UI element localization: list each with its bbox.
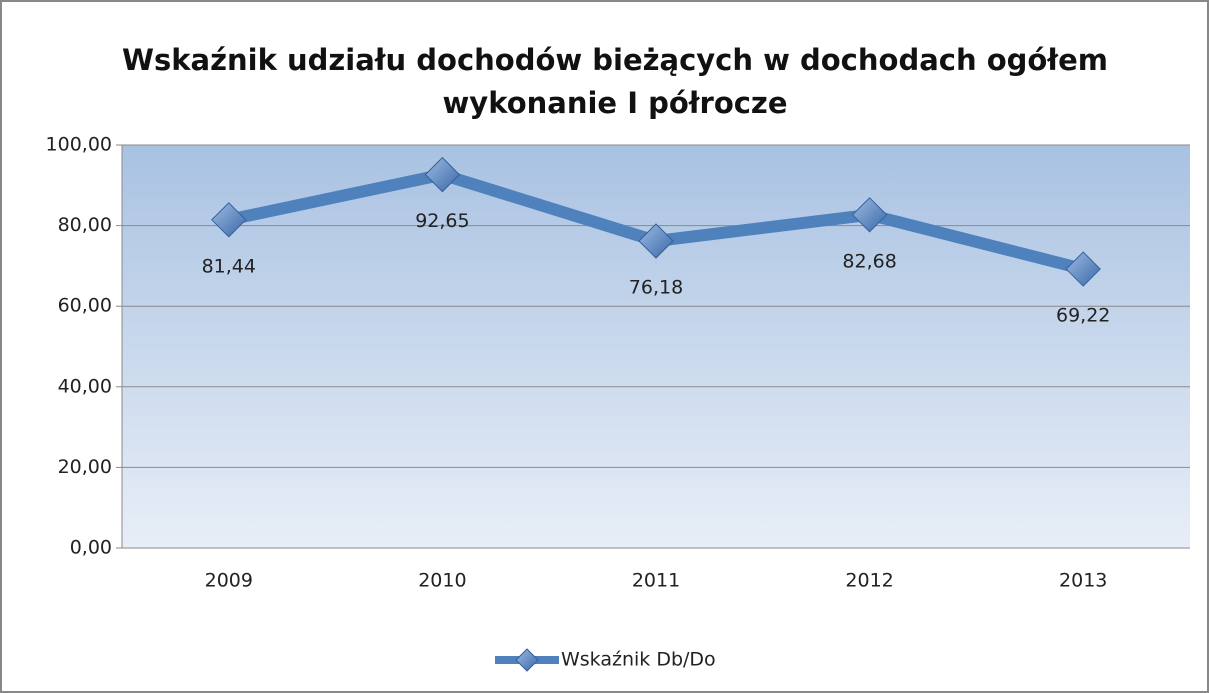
x-tick-label: 2012 (845, 570, 893, 592)
data-label: 69,22 (1056, 305, 1110, 327)
y-tick-label: 80,00 (58, 214, 112, 236)
x-tick-label: 2011 (632, 570, 680, 592)
x-tick-label: 2013 (1059, 570, 1107, 592)
marker (851, 197, 888, 233)
chart-title: wykonanie I półrocze (443, 86, 788, 120)
legend-marker (515, 648, 539, 672)
y-tick-label: 40,00 (58, 375, 112, 397)
y-tick-label: 20,00 (58, 456, 112, 478)
data-label: 76,18 (629, 276, 683, 298)
marker (424, 156, 461, 193)
x-tick-label: 2009 (205, 570, 253, 592)
marker (211, 202, 247, 238)
plot-area (122, 145, 1190, 548)
legend-label: Wskaźnik Db/Do (561, 649, 716, 671)
data-label: 92,65 (415, 210, 469, 232)
chart-title: Wskaźnik udziału dochodów bieżących w do… (122, 43, 1108, 77)
data-label: 82,68 (842, 250, 896, 272)
y-tick-label: 60,00 (58, 295, 112, 317)
marker (638, 223, 674, 259)
y-tick-label: 0,00 (70, 537, 112, 559)
y-tick-label: 100,00 (46, 134, 112, 156)
x-tick-label: 2010 (418, 570, 466, 592)
marker (1065, 251, 1101, 287)
data-label: 81,44 (202, 255, 256, 277)
